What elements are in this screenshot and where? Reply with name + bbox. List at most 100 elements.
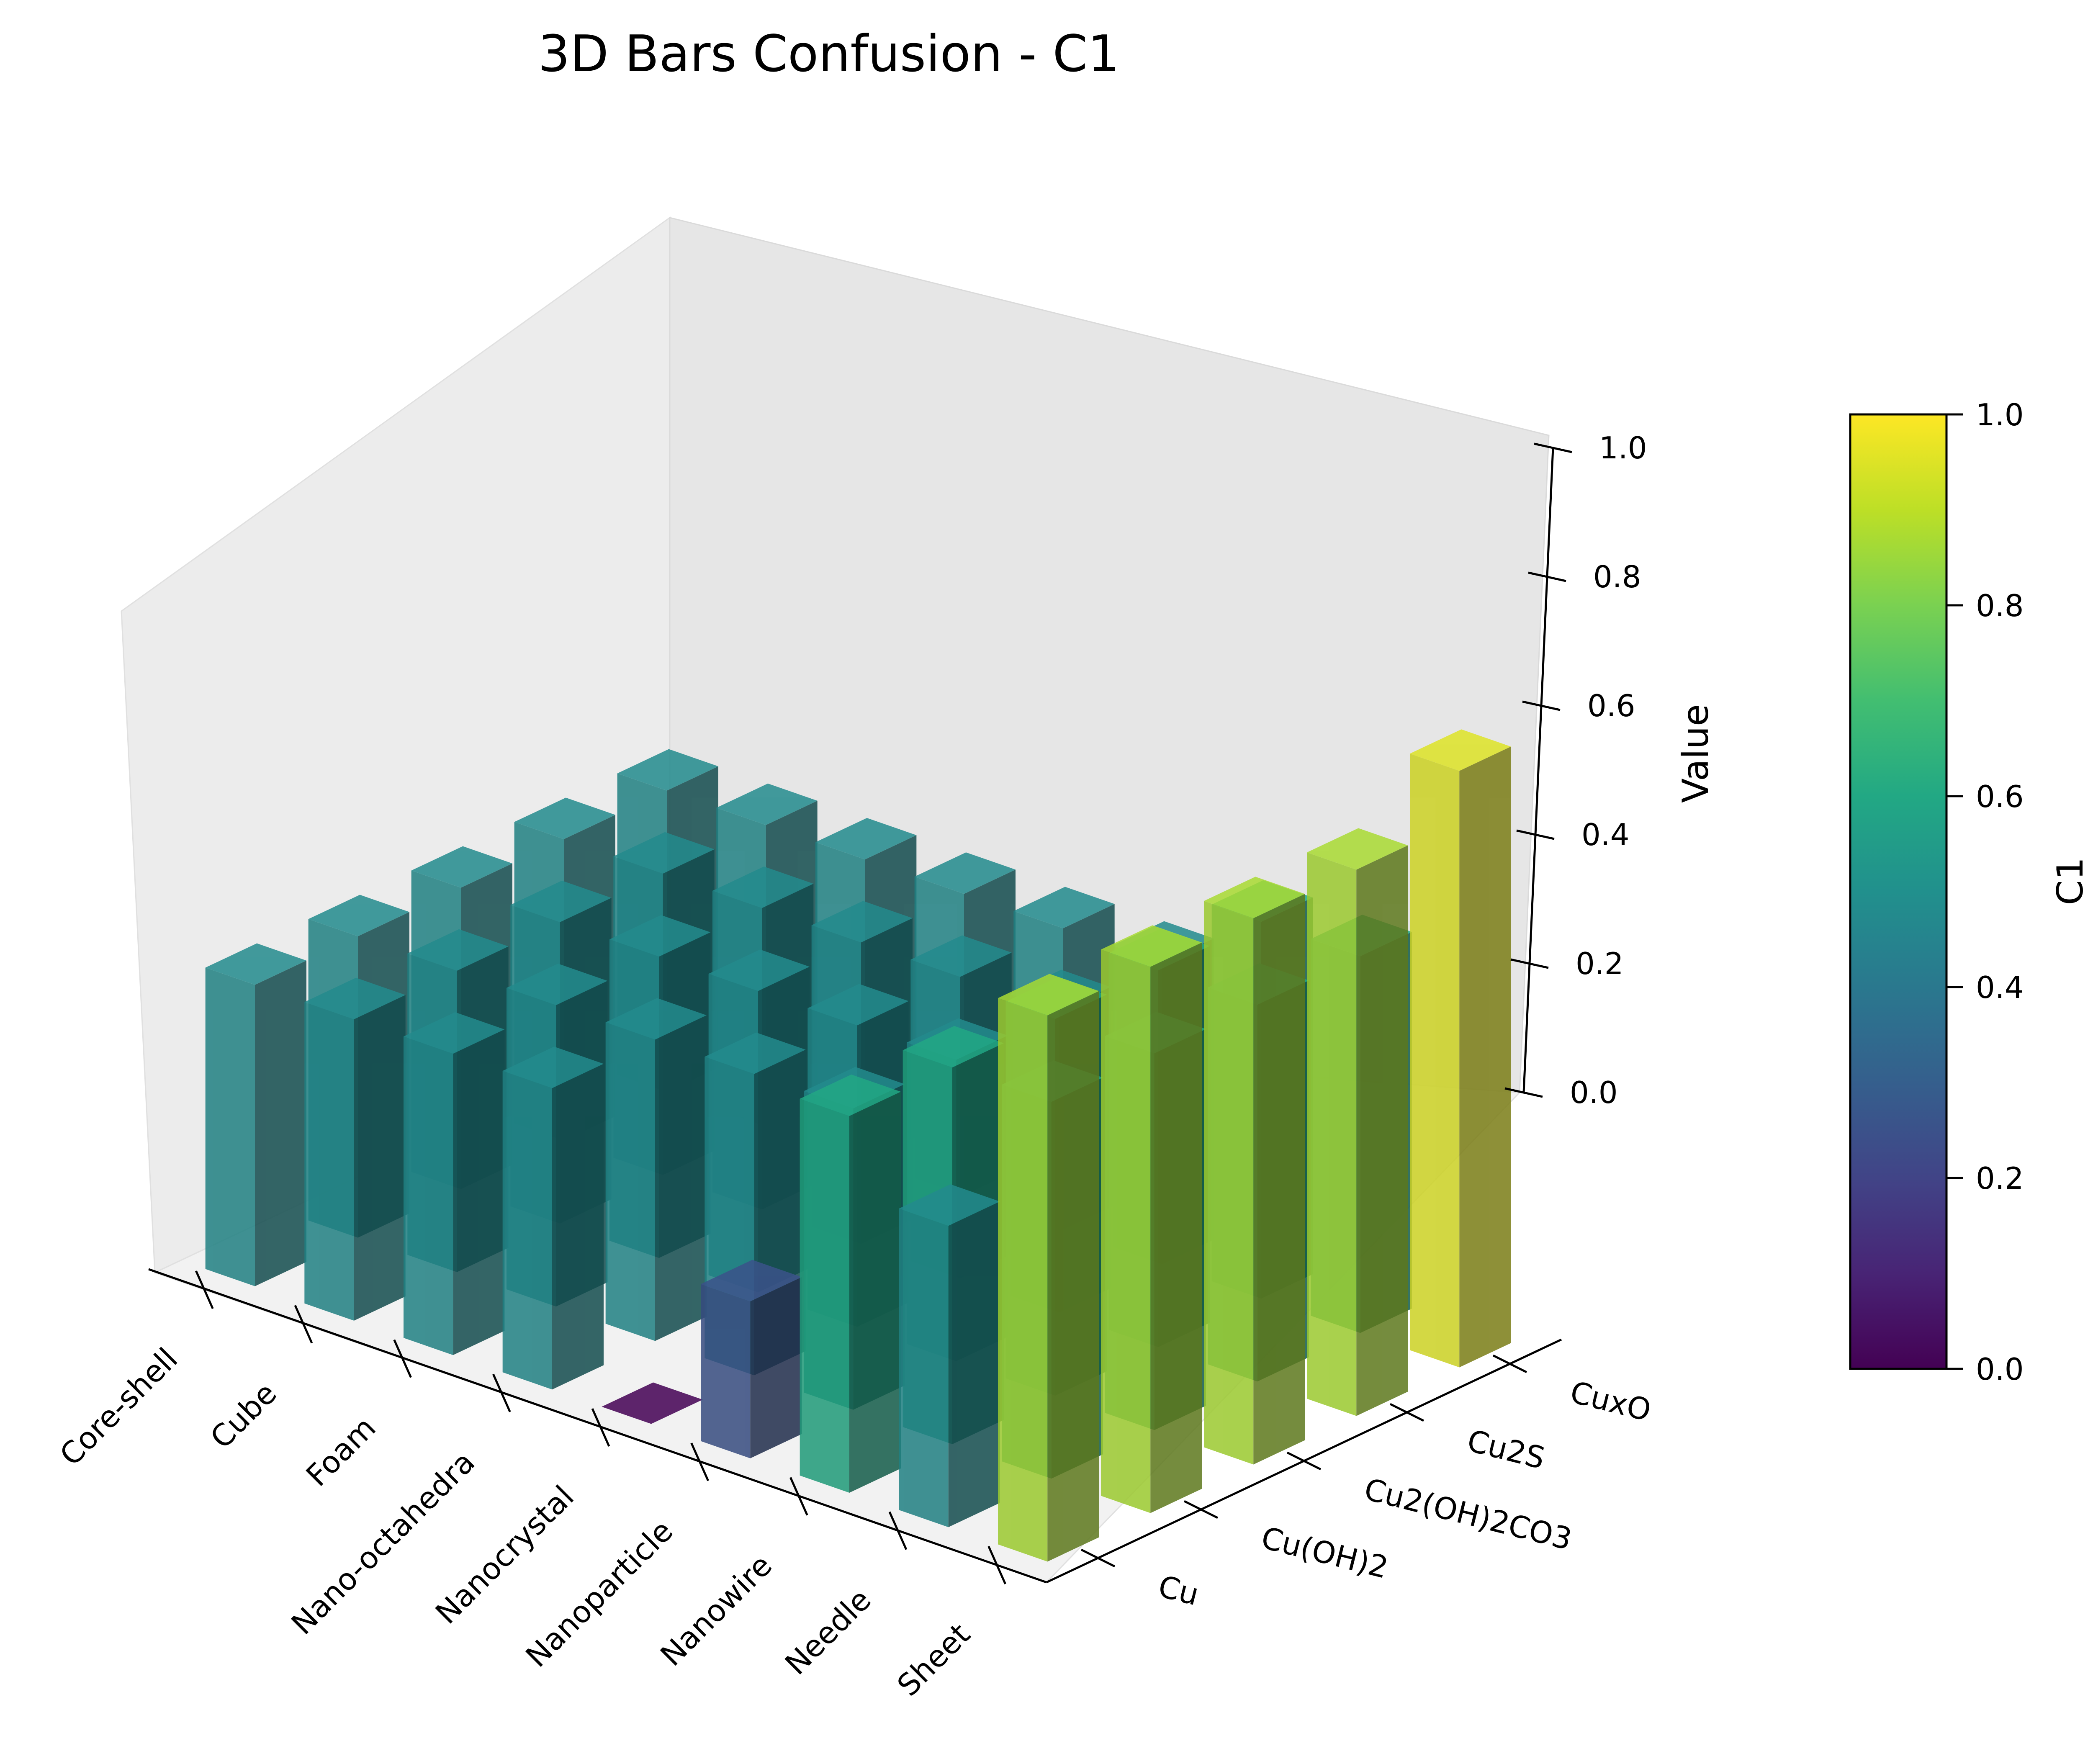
colorbar-tick-label: 0.4 (1976, 970, 2024, 1005)
bar (998, 974, 1099, 1562)
bar-face-front (800, 1098, 849, 1493)
bar-face-side (1047, 991, 1099, 1562)
bar-face-top (1410, 729, 1511, 771)
y-tick-label: Cu (1155, 1569, 1202, 1612)
y-tick-label: Cu2S (1464, 1423, 1548, 1476)
bar (605, 998, 707, 1341)
bar-face-top (617, 749, 718, 791)
z-tick (1534, 442, 1572, 453)
z-tick (1510, 958, 1549, 969)
bar-face-front (701, 1284, 751, 1458)
bar (502, 1047, 604, 1390)
bar-face-top (899, 1184, 1000, 1226)
bar-face-top (1101, 925, 1202, 967)
colorbar-tick-label: 1.0 (1976, 397, 2024, 432)
x-tick (888, 1511, 908, 1550)
bar-face-top (1013, 887, 1115, 928)
x-tick-label: Nanowire (653, 1548, 779, 1673)
y-tick (1492, 1354, 1527, 1373)
bar (800, 1074, 901, 1493)
bar-face-front (404, 1036, 453, 1355)
colorbar-tick-label: 0.8 (1976, 588, 2024, 623)
bar-face-front (205, 967, 255, 1286)
bar-face-side (552, 1064, 604, 1390)
colorbar-label: C1 (2049, 857, 2091, 905)
bar-face-top (407, 929, 509, 971)
x-tick-label: Needle (778, 1582, 878, 1682)
bar-face-top (502, 1047, 604, 1088)
z-axis-label: Value (1675, 704, 1717, 803)
bar-face-front (998, 998, 1048, 1562)
bar-face-top (712, 867, 814, 908)
bar (701, 1260, 802, 1458)
colorbar-tick-label: 0.0 (1976, 1352, 2024, 1387)
x-tick (294, 1305, 313, 1344)
bar-face-top (716, 783, 818, 825)
bar-face-front (1101, 949, 1151, 1513)
bar-face-top (705, 1032, 806, 1074)
bar-face-side (1459, 746, 1511, 1368)
bar-face-top (510, 880, 612, 922)
x-tick (591, 1408, 610, 1447)
bar-face-side (354, 995, 406, 1321)
bar-face-top (304, 977, 406, 1019)
colorbar-tick-label: 0.6 (1976, 779, 2024, 814)
x-tick (987, 1545, 1006, 1584)
bar-face-top (811, 901, 913, 943)
y-tick (1389, 1403, 1424, 1422)
y-tick-label: Cu2(OH)2CO3 (1361, 1471, 1576, 1557)
bar-face-top (613, 832, 715, 874)
bar-face-top (609, 915, 711, 957)
z-axis: 0.0 0.2 0.4 0.6 0.8 1.0 (1504, 430, 1647, 1110)
z-tick-label: 0.8 (1593, 559, 1641, 594)
y-tick-label: CuxO (1567, 1374, 1655, 1428)
bar-face-top (514, 797, 615, 839)
bar-face-side (453, 1029, 505, 1355)
bar (899, 1184, 1000, 1527)
bar-face-front (899, 1209, 949, 1527)
z-tick-label: 0.6 (1587, 688, 1635, 723)
z-tick (1516, 829, 1555, 840)
x-tick-label: Sheet (890, 1617, 977, 1703)
bar-face-top (910, 935, 1012, 977)
bar (1204, 877, 1305, 1465)
colorbar (1849, 413, 1948, 1370)
bar-face-top (701, 1260, 802, 1301)
bar-face-top (807, 984, 909, 1026)
bar-face-side (750, 1277, 802, 1458)
x-tick (393, 1339, 412, 1378)
bar (404, 1012, 505, 1355)
y-tick-label: Cu(OH)2 (1258, 1520, 1392, 1585)
x-tick-label: Cube (203, 1376, 283, 1455)
x-tick-label: Core-shell (53, 1341, 184, 1473)
bar-face-top (602, 1382, 703, 1424)
y-tick (1080, 1548, 1116, 1568)
z-axis-line (1522, 447, 1554, 1093)
bar-face-top (800, 1074, 901, 1116)
bar-face-top (308, 895, 409, 936)
bar-face-top (903, 1026, 1004, 1067)
bar-face-top (605, 998, 707, 1040)
z-tick-label: 1.0 (1599, 430, 1647, 465)
bar-face-top (404, 1012, 505, 1054)
y-tick (1183, 1500, 1219, 1519)
z-tick (1528, 571, 1566, 582)
bar (602, 1382, 703, 1424)
bar-face-top (1204, 877, 1305, 918)
bar-face-side (948, 1201, 1000, 1527)
z-tick (1522, 700, 1561, 711)
x-tick (690, 1443, 709, 1481)
bar-face-top (914, 852, 1016, 894)
x-tick (492, 1373, 511, 1412)
bar (304, 977, 406, 1321)
bar (205, 943, 306, 1286)
bar-face-top (507, 964, 608, 1005)
z-tick-label: 0.0 (1570, 1075, 1618, 1110)
bar-face-front (304, 1002, 354, 1321)
bar-face-top (815, 818, 917, 860)
bar-face-front (1410, 753, 1460, 1368)
colorbar-ticks: 0.0 0.2 0.4 0.6 0.8 1.0 (1946, 397, 2024, 1387)
x-tick (195, 1270, 214, 1309)
y-tick (1286, 1451, 1322, 1471)
bar-face-side (1356, 845, 1408, 1416)
